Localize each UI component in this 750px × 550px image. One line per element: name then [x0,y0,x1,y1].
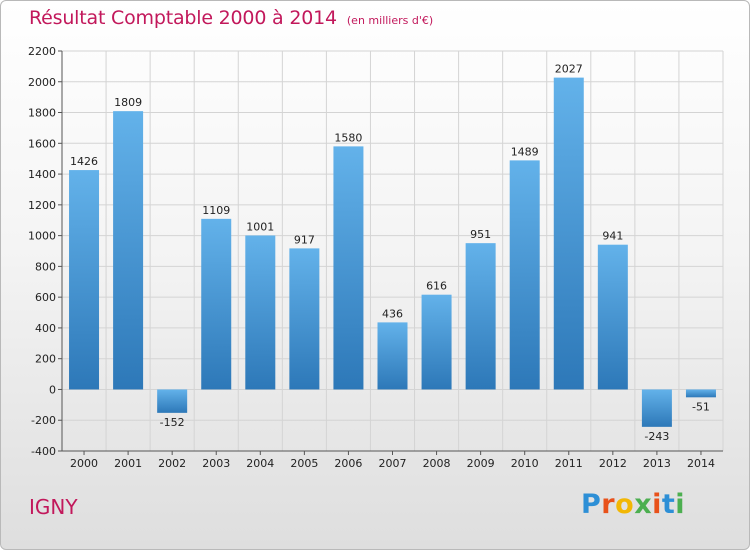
logo-letter: t [661,489,676,520]
x-tick-label: 2014 [687,457,715,470]
data-label: 616 [426,280,447,293]
y-tick-label: 1200 [28,199,56,212]
data-label: 941 [602,230,623,243]
x-tick-label: 2011 [555,457,583,470]
chart-title: Résultat Comptable 2000 à 2014 [29,7,337,29]
data-label: 436 [382,307,403,320]
y-tick-label: 1400 [28,168,56,181]
y-tick-label: 1800 [28,107,56,120]
y-tick-label: 800 [35,260,56,273]
data-label: 1001 [246,220,274,233]
bar [113,111,144,390]
logo-letter: i [675,489,686,520]
bar [377,322,408,390]
data-label: 917 [294,233,315,246]
x-tick-label: 2007 [379,457,407,470]
title-row: Résultat Comptable 2000 à 2014 (en millie… [29,7,433,29]
y-tick-label: 400 [35,322,56,335]
bar [597,244,628,390]
bar [553,77,584,390]
x-tick-label: 2009 [467,457,495,470]
y-tick-label: -400 [31,445,56,458]
bar [641,389,672,427]
bar-layer [69,77,716,427]
y-tick-label: 0 [49,383,56,396]
bar [509,160,540,390]
bar [245,235,276,390]
bar [465,243,496,390]
bar [333,146,364,390]
bar [69,170,100,390]
data-label: 1580 [334,131,362,144]
x-tick-label: 2006 [334,457,362,470]
commune-name: IGNY [29,495,78,519]
bar [157,389,188,413]
logo-letter: P [581,489,602,520]
x-tick-label: 2004 [246,457,274,470]
data-label: -51 [692,400,710,413]
proxiti-logo: Proxiti [581,489,685,520]
y-tick-label: 1600 [28,137,56,150]
data-label: 1109 [202,204,230,217]
label-layer: 1426 1809 -152 1109 1001 917 1580 436 616 951 1489… [70,63,710,443]
data-label: -152 [160,416,185,429]
x-tick-label: 2001 [114,457,142,470]
logo-letter: o [615,489,635,520]
y-tick-label: 200 [35,353,56,366]
data-label: 2027 [555,63,583,76]
x-tick-label: 2005 [290,457,318,470]
logo-letter: x [634,489,653,520]
y-tick-label: 1000 [28,230,56,243]
data-label: 1426 [70,155,98,168]
y-tick-label: 600 [35,291,56,304]
bar [421,294,452,390]
y-tick-label: -200 [31,414,56,427]
logo-letter: i [652,489,662,520]
data-label: 951 [470,228,491,241]
bar [289,248,320,390]
x-tick-label: 2013 [643,457,671,470]
data-label: -243 [644,430,669,443]
x-tick-label: 2010 [511,457,539,470]
data-label: 1809 [114,96,142,109]
y-tick-label: 2200 [28,45,56,58]
bar [201,218,232,390]
logo-letter: r [601,489,616,520]
x-tick-label: 2000 [70,457,98,470]
y-tick-label: 2000 [28,76,56,89]
data-label: 1489 [511,145,539,158]
x-tick-label: 2012 [599,457,627,470]
bar [685,389,716,398]
x-tick-label: 2008 [423,457,451,470]
axis-layer: -400 -200 0 200 400 600 800 1000 1200 1400 1600 180… [28,45,723,470]
x-tick-label: 2002 [158,457,186,470]
x-tick-label: 2003 [202,457,230,470]
chart-subtitle: (en milliers d'€) [346,14,434,27]
